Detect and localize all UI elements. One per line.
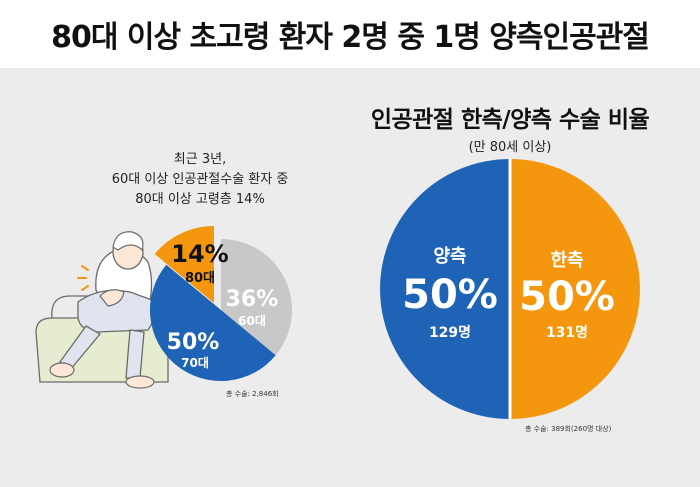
caption-line-2: 60대 이상 인공관절수술 환자 중 <box>111 172 289 187</box>
header: 80대 이상 초고령 환자 2명 중 1명 양측인공관절 <box>0 0 700 68</box>
right-pie-chart: 양측 50% 129명 한측 50% 131명 <box>380 159 640 419</box>
caption-line-1: 최근 3년, <box>173 152 227 167</box>
slice-60s-label: 60대 <box>238 314 266 328</box>
right-chart-title: 인공관절 한측/양측 수술 비율 <box>370 107 650 133</box>
right-chart-note: 총 수술: 389회(260명 대상) <box>525 425 612 433</box>
headline: 80대 이상 초고령 환자 2명 중 1명 양측인공관절 <box>51 20 650 55</box>
slice-single-label: 한측 <box>550 250 583 271</box>
pie-slice-3 <box>149 264 276 382</box>
slice-single-count: 131명 <box>546 324 588 341</box>
slice-70s-percent: 50% <box>167 330 220 355</box>
caption-line-3: 80대 이상 고령층 14% <box>135 192 265 207</box>
slice-80s-percent: 14% <box>171 240 228 268</box>
right-chart-subtitle: (만 80세 이상) <box>468 140 552 155</box>
left-chart-caption: 최근 3년, 60대 이상 인공관절수술 환자 중 80대 이상 고령층 14% <box>70 150 330 210</box>
slice-60s-percent: 36% <box>226 287 279 312</box>
slice-both-label: 양측 <box>433 246 466 267</box>
slice-both-count: 129명 <box>429 324 471 341</box>
slice-single-percent: 50% <box>519 274 615 320</box>
left-chart-note: 총 수술: 2,846회 <box>226 390 279 398</box>
pie-slice-both <box>380 159 510 419</box>
slice-70s-label: 70대 <box>181 356 209 370</box>
pie-slice-2 <box>221 239 293 356</box>
slice-both-percent: 50% <box>402 272 498 318</box>
left-pie-chart: 14% 80대 36% 60대 50%70대 <box>149 226 293 382</box>
elderly-knee-pain-illustration <box>35 231 169 389</box>
slice-80s-label: 80대 <box>185 271 215 286</box>
pie-slice-single <box>510 159 640 419</box>
pie-slice-1 <box>154 226 214 303</box>
